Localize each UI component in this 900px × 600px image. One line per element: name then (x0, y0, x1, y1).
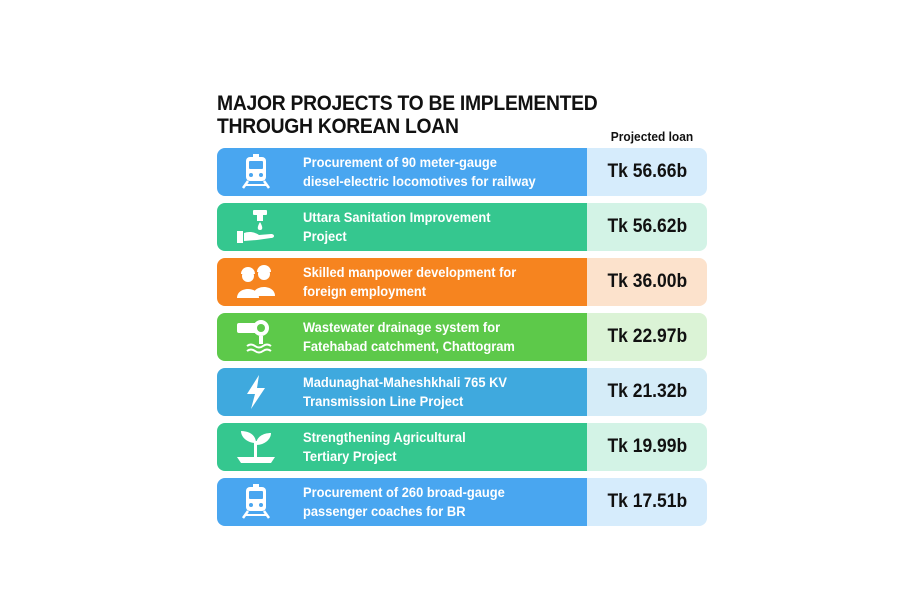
amount-cell: Tk 56.66b (587, 148, 707, 196)
amount-cell: Tk 21.32b (587, 368, 707, 416)
projected-loan-value: Tk 22.97b (607, 326, 687, 347)
project-row: Uttara Sanitation Improvement Project Tk 5… (217, 203, 707, 251)
column-header-projected-loan: Projected loan (610, 129, 694, 144)
project-row: Skilled manpower development for foreign … (217, 258, 707, 306)
project-band (217, 478, 589, 526)
amount-cell: Tk 19.99b (587, 423, 707, 471)
amount-cell: Tk 36.00b (587, 258, 707, 306)
projected-loan-value: Tk 56.66b (607, 161, 687, 182)
project-name-line-2: foreign employment (303, 283, 427, 299)
project-band (217, 368, 589, 416)
project-name-line-1: Madunaghat-Maheshkhali 765 KV (303, 374, 507, 390)
project-row: Procurement of 260 broad-gauge passenger … (217, 478, 707, 526)
chart-title-line-1: MAJOR PROJECTS TO BE IMPLEMENTED (217, 92, 598, 115)
project-name-line-2: diesel-electric locomotives for railway (303, 173, 536, 189)
amount-cell: Tk 22.97b (587, 313, 707, 361)
project-row: Procurement of 90 meter-gauge diesel-elec… (217, 148, 707, 196)
project-name-line-1: Wastewater drainage system for (303, 319, 501, 335)
projected-loan-value: Tk 56.62b (607, 216, 687, 237)
project-name: Uttara Sanitation Improvement Project (303, 208, 562, 246)
project-band (217, 423, 589, 471)
chart-title-line-2: THROUGH KOREAN LOAN (217, 115, 459, 138)
workers-icon (231, 264, 281, 300)
amount-cell: Tk 56.62b (587, 203, 707, 251)
lightning-icon (231, 374, 281, 410)
drain-pipe-icon (231, 319, 281, 355)
projected-loan-value: Tk 19.99b (607, 436, 687, 457)
project-name-line-1: Uttara Sanitation Improvement (303, 209, 491, 225)
plant-icon (231, 429, 281, 465)
project-name: Wastewater drainage system for Fatehabad … (303, 318, 562, 356)
project-name: Skilled manpower development for foreign … (303, 263, 562, 301)
project-band (217, 203, 589, 251)
project-name: Strengthening Agricultural Tertiary Proje… (303, 428, 562, 466)
project-name: Madunaghat-Maheshkhali 765 KV Transmissio… (303, 373, 562, 411)
train-icon (231, 154, 281, 190)
project-name-line-2: Transmission Line Project (303, 393, 464, 409)
project-row: Madunaghat-Maheshkhali 765 KV Transmissio… (217, 368, 707, 416)
project-band (217, 313, 589, 361)
project-name: Procurement of 90 meter-gauge diesel-elec… (303, 153, 562, 191)
projected-loan-value: Tk 36.00b (607, 271, 687, 292)
project-name-line-2: Fatehabad catchment, Chattogram (303, 338, 515, 354)
projected-loan-value: Tk 21.32b (607, 381, 687, 402)
project-band (217, 258, 589, 306)
projected-loan-value: Tk 17.51b (607, 491, 687, 512)
project-name-line-2: Tertiary Project (303, 448, 397, 464)
project-row: Wastewater drainage system for Fatehabad … (217, 313, 707, 361)
train-icon (231, 484, 281, 520)
chart-title: MAJOR PROJECTS TO BE IMPLEMENTED THROUGH… (217, 92, 598, 138)
project-band (217, 148, 589, 196)
project-name-line-1: Strengthening Agricultural (303, 429, 466, 445)
project-name-line-2: Project (303, 228, 347, 244)
project-name-line-1: Procurement of 90 meter-gauge (303, 154, 497, 170)
hand-water-icon (231, 209, 281, 245)
project-name: Procurement of 260 broad-gauge passenger … (303, 483, 562, 521)
amount-cell: Tk 17.51b (587, 478, 707, 526)
project-name-line-1: Procurement of 260 broad-gauge (303, 484, 505, 500)
project-row: Strengthening Agricultural Tertiary Proje… (217, 423, 707, 471)
project-name-line-2: passenger coaches for BR (303, 503, 466, 519)
project-name-line-1: Skilled manpower development for (303, 264, 517, 280)
infographic: MAJOR PROJECTS TO BE IMPLEMENTED THROUGH… (217, 92, 707, 537)
